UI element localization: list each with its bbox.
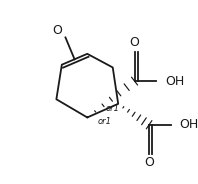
Text: O: O [144,156,154,169]
Text: or1: or1 [97,117,111,126]
Text: O: O [130,36,140,49]
Text: OH: OH [166,75,185,88]
Text: or1: or1 [106,104,119,113]
Text: OH: OH [179,118,198,131]
Text: O: O [52,24,62,37]
